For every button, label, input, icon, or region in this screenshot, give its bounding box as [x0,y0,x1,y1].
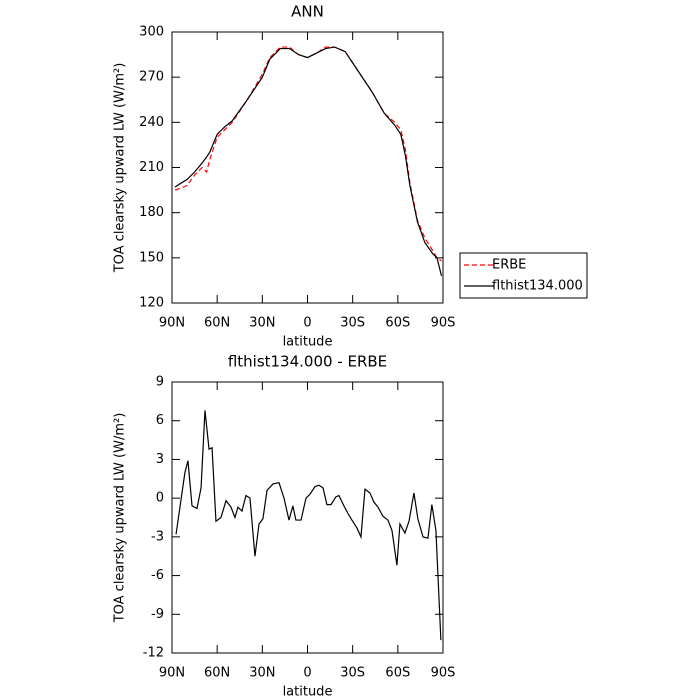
chart-title: flthist134.000 - ERBE [228,353,387,371]
x-tick-label: 30N [249,666,275,681]
plot-frame [171,381,444,654]
series-line [174,46,442,262]
y-tick-label: 300 [139,25,164,40]
legend-label: ERBE [492,258,526,273]
x-tick-label: 90S [431,666,456,681]
y-tick-label: -3 [151,529,164,544]
x-tick-label: 60S [385,316,410,331]
x-tick-label: 30S [340,666,365,681]
y-tick-label: 6 [156,413,164,428]
x-tick-label: 60N [204,666,230,681]
legend-box [459,252,588,299]
x-tick-label: 0 [303,666,311,681]
x-tick-label: 90S [431,316,456,331]
x-tick-label: 30N [249,316,275,331]
y-tick-label: -6 [151,568,164,583]
x-axis-label: latitude [283,335,333,350]
x-tick-label: 30S [340,316,365,331]
x-axis-label: latitude [283,685,333,700]
series-line [174,46,443,277]
y-tick-label: 210 [139,160,164,175]
y-tick-label: -9 [151,607,164,622]
y-tick-label: 270 [139,70,164,85]
y-tick-label: 120 [139,296,164,311]
plot-frame [171,31,444,304]
x-tick-label: 60S [385,666,410,681]
x-tick-label: 90N [159,316,185,331]
y-tick-label: 3 [156,452,164,467]
x-tick-label: 60N [204,316,230,331]
x-tick-label: 0 [303,316,311,331]
y-axis-label: TOA clearsky upward LW (W/m²) [113,63,128,274]
y-axis-label: TOA clearsky upward LW (W/m²) [113,413,128,624]
y-tick-label: 180 [139,205,164,220]
series-line [175,410,442,641]
legend-label: flthist134.000 [492,279,583,294]
x-tick-label: 90N [159,666,185,681]
y-tick-label: 9 [156,375,164,390]
chart-title: ANN [291,3,324,21]
y-tick-label: 0 [156,491,164,506]
y-tick-label: -12 [143,646,164,661]
y-tick-label: 240 [139,115,164,130]
y-tick-label: 150 [139,250,164,265]
